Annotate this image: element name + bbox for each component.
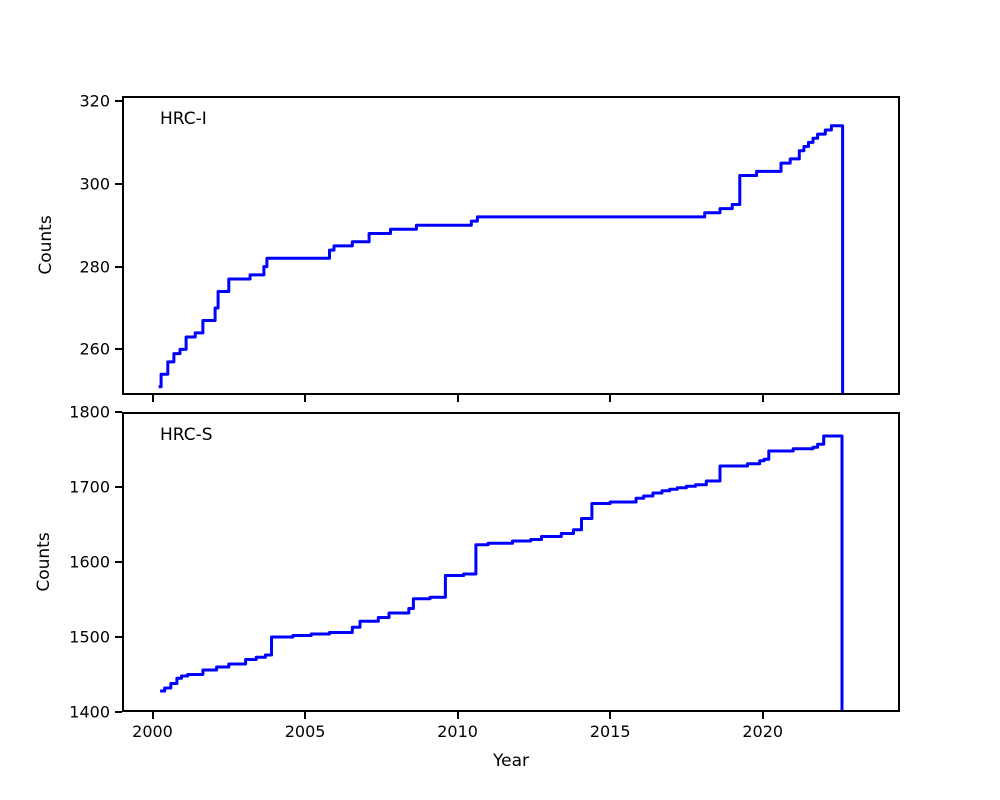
y-axis-label-hrc-i: Counts <box>36 215 56 275</box>
axes-hrc-s: HRC-S 2000 2005 2010 2015 2020 1400 1500 1600 17… <box>69 403 900 741</box>
x-tick-label: 2020 <box>742 722 784 741</box>
panel-label-hrc-i: HRC-I <box>160 109 207 129</box>
y-tick <box>115 711 122 713</box>
x-tick <box>761 395 764 402</box>
x-tick <box>304 712 307 719</box>
x-tick-label: 2005 <box>284 722 326 741</box>
x-tick <box>304 395 307 402</box>
x-tick-label: 2000 <box>132 722 173 741</box>
y-tick <box>115 100 122 102</box>
y-tick <box>115 636 122 638</box>
y-tick-label: 280 <box>79 257 110 277</box>
data-line-hrc-s <box>160 434 844 712</box>
y-tick <box>115 348 122 351</box>
axes-spines <box>122 412 900 712</box>
plot-area-hrc-s <box>122 412 900 712</box>
x-tick <box>151 712 154 719</box>
axes-hrc-i: HRC-I 260 280 300 320 <box>79 92 900 402</box>
x-tick <box>609 395 612 402</box>
axes-spines <box>122 96 900 395</box>
x-tick-label: 2015 <box>589 722 631 741</box>
y-tick-label: 260 <box>79 339 110 359</box>
y-axis-label-hrc-s: Counts <box>34 532 54 592</box>
data-line-hrc-i <box>158 124 845 395</box>
y-tick <box>115 411 122 413</box>
y-tick-label: 1500 <box>69 627 110 647</box>
y-tick-label: 1800 <box>69 402 110 422</box>
y-tick-label: 1400 <box>69 702 110 722</box>
y-tick-label: 1600 <box>69 552 110 572</box>
panel-label-hrc-s: HRC-S <box>160 425 213 445</box>
y-tick-label: 320 <box>79 91 110 111</box>
x-tick <box>761 712 764 719</box>
y-tick-label: 1700 <box>69 477 110 497</box>
plot-area-hrc-i <box>122 96 900 395</box>
y-tick <box>115 182 122 185</box>
x-tick <box>456 712 459 719</box>
y-tick <box>115 486 122 488</box>
x-tick <box>456 395 459 402</box>
x-tick <box>609 712 612 719</box>
y-tick-label: 300 <box>79 174 110 194</box>
y-tick <box>115 265 122 268</box>
y-tick <box>115 561 122 563</box>
x-axis-label: Year <box>493 751 529 771</box>
x-tick-label: 2010 <box>437 722 478 741</box>
x-tick <box>151 395 154 402</box>
